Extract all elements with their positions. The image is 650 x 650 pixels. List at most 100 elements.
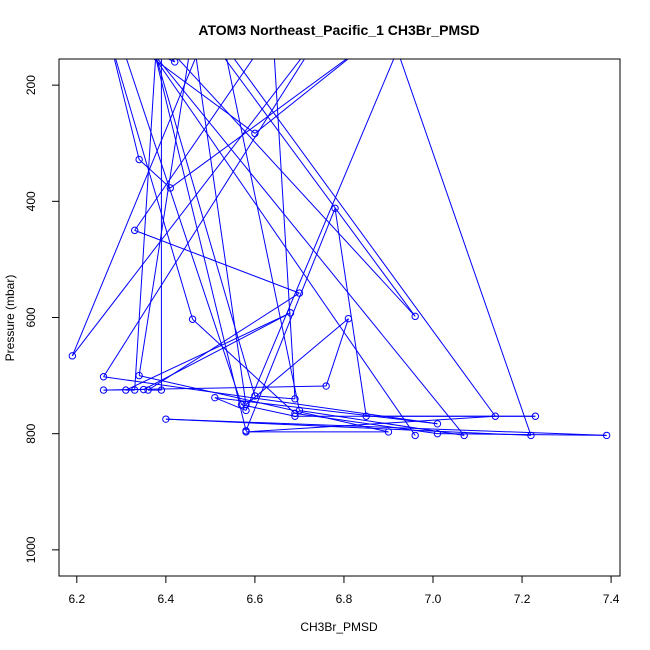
x-tick-label: 7.4 [603, 592, 620, 606]
x-tick-label: 6.8 [336, 592, 353, 606]
series-line-segment [165, 418, 607, 436]
series-line-segment [143, 312, 291, 390]
series-line-segment [245, 415, 496, 433]
chart-title: ATOM3 Northeast_Pacific_1 CH3Br_PMSD [198, 22, 479, 38]
series-line-segment [103, 59, 306, 378]
data-point [144, 386, 152, 394]
series-line-segment [226, 59, 300, 411]
series-line-segment [334, 208, 367, 417]
series-line-segment [254, 395, 296, 400]
x-tick-label: 7.2 [514, 592, 531, 606]
series-line-segment [139, 375, 389, 433]
series-line-segment [126, 59, 243, 405]
series-line-segment [103, 376, 438, 425]
data-point [166, 184, 175, 192]
data-point [384, 428, 393, 436]
data-point [188, 315, 197, 323]
x-tick-label: 6.6 [247, 592, 264, 606]
series-line-segment [153, 59, 256, 134]
series-line-segment [125, 312, 291, 391]
y-axis: 200 400 600 800 1000 [24, 75, 59, 563]
data-point [322, 382, 330, 390]
data-point [242, 406, 250, 415]
data-point [362, 412, 370, 420]
data-point [130, 386, 139, 394]
data-point [99, 386, 108, 394]
series-line-segment [71, 59, 196, 357]
series-line-segment [399, 59, 532, 436]
series-line-segment [254, 59, 349, 134]
y-tick-label: 600 [24, 307, 38, 327]
data-point [491, 412, 500, 420]
series-line-segment [157, 59, 465, 436]
series-line-segment [224, 59, 416, 317]
data-point [135, 155, 143, 164]
data-point [251, 392, 259, 400]
series-line-segment [214, 397, 438, 425]
series-line-segment [113, 59, 140, 160]
series-line-segment [134, 229, 300, 294]
series-line-segment [138, 59, 190, 376]
data-point [295, 406, 304, 415]
data-point [68, 352, 77, 360]
series-line-segment [134, 59, 156, 391]
plot-frame [58, 58, 621, 577]
series-line-segment [156, 59, 256, 397]
series-line-segment [325, 318, 349, 387]
data-point [122, 386, 130, 394]
y-tick-label: 400 [24, 191, 38, 211]
series-line-segment [192, 318, 296, 414]
series-line-segment [138, 159, 171, 189]
data-point [157, 386, 166, 394]
y-axis-label: Pressure (mbar) [3, 275, 17, 362]
data-point [211, 393, 219, 402]
data-point [135, 371, 143, 380]
x-axis-label: CH3Br_PMSD [300, 620, 378, 634]
series-line-segment [214, 397, 247, 411]
series-line-segment [233, 59, 496, 417]
x-tick-label: 7.0 [425, 592, 442, 606]
series-line-segment [195, 59, 247, 405]
y-tick-label: 1000 [24, 536, 38, 563]
series-line-segment [245, 318, 349, 406]
data-point [411, 431, 419, 440]
data-point [460, 431, 468, 440]
data-point [433, 420, 442, 428]
points-layer [68, 58, 611, 440]
series-layer [71, 59, 607, 436]
data-point [344, 314, 353, 323]
data-point [286, 309, 295, 317]
y-tick-label: 800 [24, 423, 38, 443]
data-point [99, 373, 108, 381]
series-line-segment [241, 404, 296, 417]
data-point [162, 415, 170, 423]
series-line-segment [245, 59, 395, 411]
data-point [251, 129, 259, 138]
data-point [531, 412, 540, 420]
series-line-segment [115, 59, 194, 320]
series-line-segment [71, 59, 302, 357]
data-point [130, 226, 139, 235]
data-point [527, 431, 535, 440]
data-point [295, 289, 304, 297]
series-line-segment [299, 409, 465, 436]
data-point [433, 429, 442, 438]
data-point [602, 431, 611, 440]
series-line-segment [155, 59, 416, 436]
data-point [291, 412, 299, 420]
data-point [242, 400, 250, 409]
x-tick-label: 6.4 [158, 592, 175, 606]
series-line-segment [155, 59, 247, 431]
data-point [331, 204, 339, 212]
data-point [291, 395, 299, 403]
x-axis: 6.2 6.4 6.6 6.8 7.0 7.2 7.4 [68, 576, 620, 606]
y-tick-label: 200 [24, 75, 38, 95]
series-line-segment [134, 59, 254, 231]
data-point [242, 428, 250, 436]
data-point [237, 400, 246, 409]
data-point [139, 385, 148, 394]
series-line-segment [165, 418, 531, 436]
data-point [411, 312, 419, 321]
x-tick-label: 6.2 [68, 592, 85, 606]
